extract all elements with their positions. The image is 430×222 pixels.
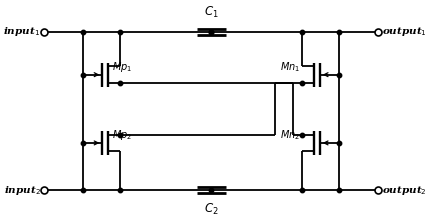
Text: output$_1$: output$_1$ [382,25,427,38]
Text: output$_2$: output$_2$ [382,184,427,197]
Text: $Mp_1$: $Mp_1$ [112,59,132,73]
Text: $C_1$: $C_1$ [204,5,218,20]
Text: $Mn_2$: $Mn_2$ [280,128,301,142]
Text: input$_1$: input$_1$ [3,25,40,38]
Text: $C_2$: $C_2$ [204,202,218,217]
Text: $Mp_2$: $Mp_2$ [112,128,132,142]
Text: input$_2$: input$_2$ [3,184,40,197]
Text: $Mn_1$: $Mn_1$ [280,60,301,73]
